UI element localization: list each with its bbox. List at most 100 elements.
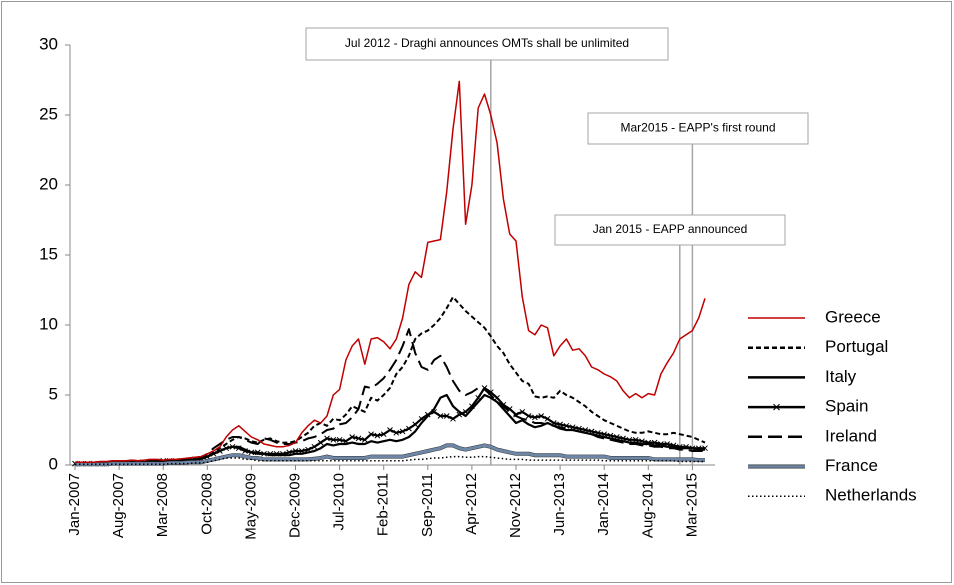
annotation-box — [554, 214, 786, 246]
series-marker — [324, 435, 330, 442]
series-marker — [613, 434, 620, 440]
annotation-box — [587, 112, 809, 145]
series-marker — [374, 432, 381, 439]
series-marker — [254, 449, 261, 456]
series-marker — [305, 446, 311, 453]
x-tick-label: Nov-2012 — [507, 473, 524, 538]
series-marker — [418, 415, 425, 422]
series-marker — [412, 421, 419, 428]
x-tick-label: Oct-2008 — [198, 473, 215, 535]
x-tick-label: Jan-2007 — [66, 473, 83, 536]
y-tick-label: 30 — [39, 34, 58, 53]
series-marker — [538, 413, 545, 419]
y-tick-label: 10 — [39, 314, 58, 333]
y-tick-label: 20 — [39, 174, 58, 193]
series-marker — [343, 438, 349, 445]
series-marker — [595, 429, 601, 436]
series-marker — [280, 450, 286, 457]
series-marker — [620, 435, 626, 442]
x-tick-label: Jul-2010 — [331, 473, 348, 531]
series-marker — [544, 415, 551, 422]
series-marker — [639, 438, 645, 445]
series-marker — [607, 432, 614, 439]
series-marker — [273, 450, 280, 457]
series-marker — [406, 425, 412, 432]
x-tick-label: Sep-2011 — [419, 473, 436, 537]
x-tick-label: Aug-2014 — [639, 473, 656, 538]
series-marker — [494, 394, 500, 401]
series-marker — [645, 439, 652, 446]
series-marker — [349, 434, 356, 440]
x-tick-label: Aug-2007 — [110, 473, 127, 538]
series-marker — [683, 443, 689, 450]
series-line — [75, 455, 705, 466]
series-marker — [317, 439, 324, 446]
series-marker — [399, 428, 406, 435]
series-marker — [361, 436, 368, 443]
y-tick-label: 5 — [49, 384, 58, 403]
series-marker — [380, 431, 387, 438]
x-tick-label: Jan-2014 — [595, 473, 612, 536]
series-marker — [569, 424, 576, 431]
series-marker — [670, 442, 677, 449]
annotation-text: Jul 2012 - Draghi announces OMTs shall b… — [345, 36, 629, 50]
annotation-box — [305, 27, 669, 61]
series-marker — [525, 413, 532, 419]
x-tick-label: Apr-2012 — [463, 473, 480, 535]
series-marker — [437, 413, 444, 419]
y-tick-label: 25 — [39, 104, 58, 123]
x-tick-label: Feb-2011 — [375, 473, 392, 536]
series-marker — [450, 415, 456, 422]
series-marker — [702, 445, 708, 452]
series-marker — [393, 429, 400, 436]
series-marker — [286, 449, 293, 456]
series-marker — [267, 450, 274, 457]
x-tick-label: May-2009 — [242, 473, 259, 540]
legend-label: Netherlands — [825, 486, 917, 505]
series-marker — [292, 448, 299, 454]
legend-label: France — [825, 456, 878, 475]
series-marker — [261, 450, 267, 457]
annotation-text: Mar2015 - EAPP's first round — [620, 121, 775, 135]
series-marker — [519, 408, 526, 415]
series-marker — [651, 439, 658, 446]
series-marker — [298, 448, 305, 454]
legend-label: Ireland — [825, 426, 877, 445]
y-tick-label: 0 — [49, 454, 58, 473]
x-tick-label: Dec-2009 — [286, 473, 303, 538]
series-marker — [588, 428, 595, 435]
series-marker — [658, 441, 664, 447]
series-marker — [469, 403, 475, 410]
series-line — [75, 328, 705, 465]
series-marker — [311, 443, 318, 450]
legend-label: Greece — [825, 307, 881, 326]
series-marker — [632, 436, 639, 443]
series-marker — [424, 411, 431, 418]
legend-label: Italy — [825, 367, 857, 386]
x-tick-label: Mar-2015 — [683, 473, 700, 537]
annotation-text: Jan 2015 - EAPP announced — [593, 222, 748, 236]
series-marker — [368, 431, 374, 438]
series-marker — [626, 436, 633, 443]
series-marker — [431, 408, 437, 415]
legend-label: Portugal — [825, 337, 888, 356]
series-marker — [330, 436, 337, 443]
series-marker — [475, 394, 482, 401]
series-line — [75, 80, 706, 463]
series-marker — [355, 435, 362, 442]
series-marker — [336, 436, 343, 443]
series-marker — [456, 411, 463, 418]
series-marker — [223, 445, 230, 452]
x-tick-label: Jun-2013 — [551, 473, 568, 536]
series-marker — [532, 414, 538, 421]
legend-marker — [773, 403, 780, 411]
series-marker — [235, 445, 242, 452]
series-marker — [443, 413, 450, 419]
series-marker — [217, 448, 223, 454]
legend-label: Spain — [825, 397, 868, 416]
series-marker — [695, 445, 702, 452]
series-marker — [242, 448, 248, 454]
series-marker — [248, 449, 255, 456]
